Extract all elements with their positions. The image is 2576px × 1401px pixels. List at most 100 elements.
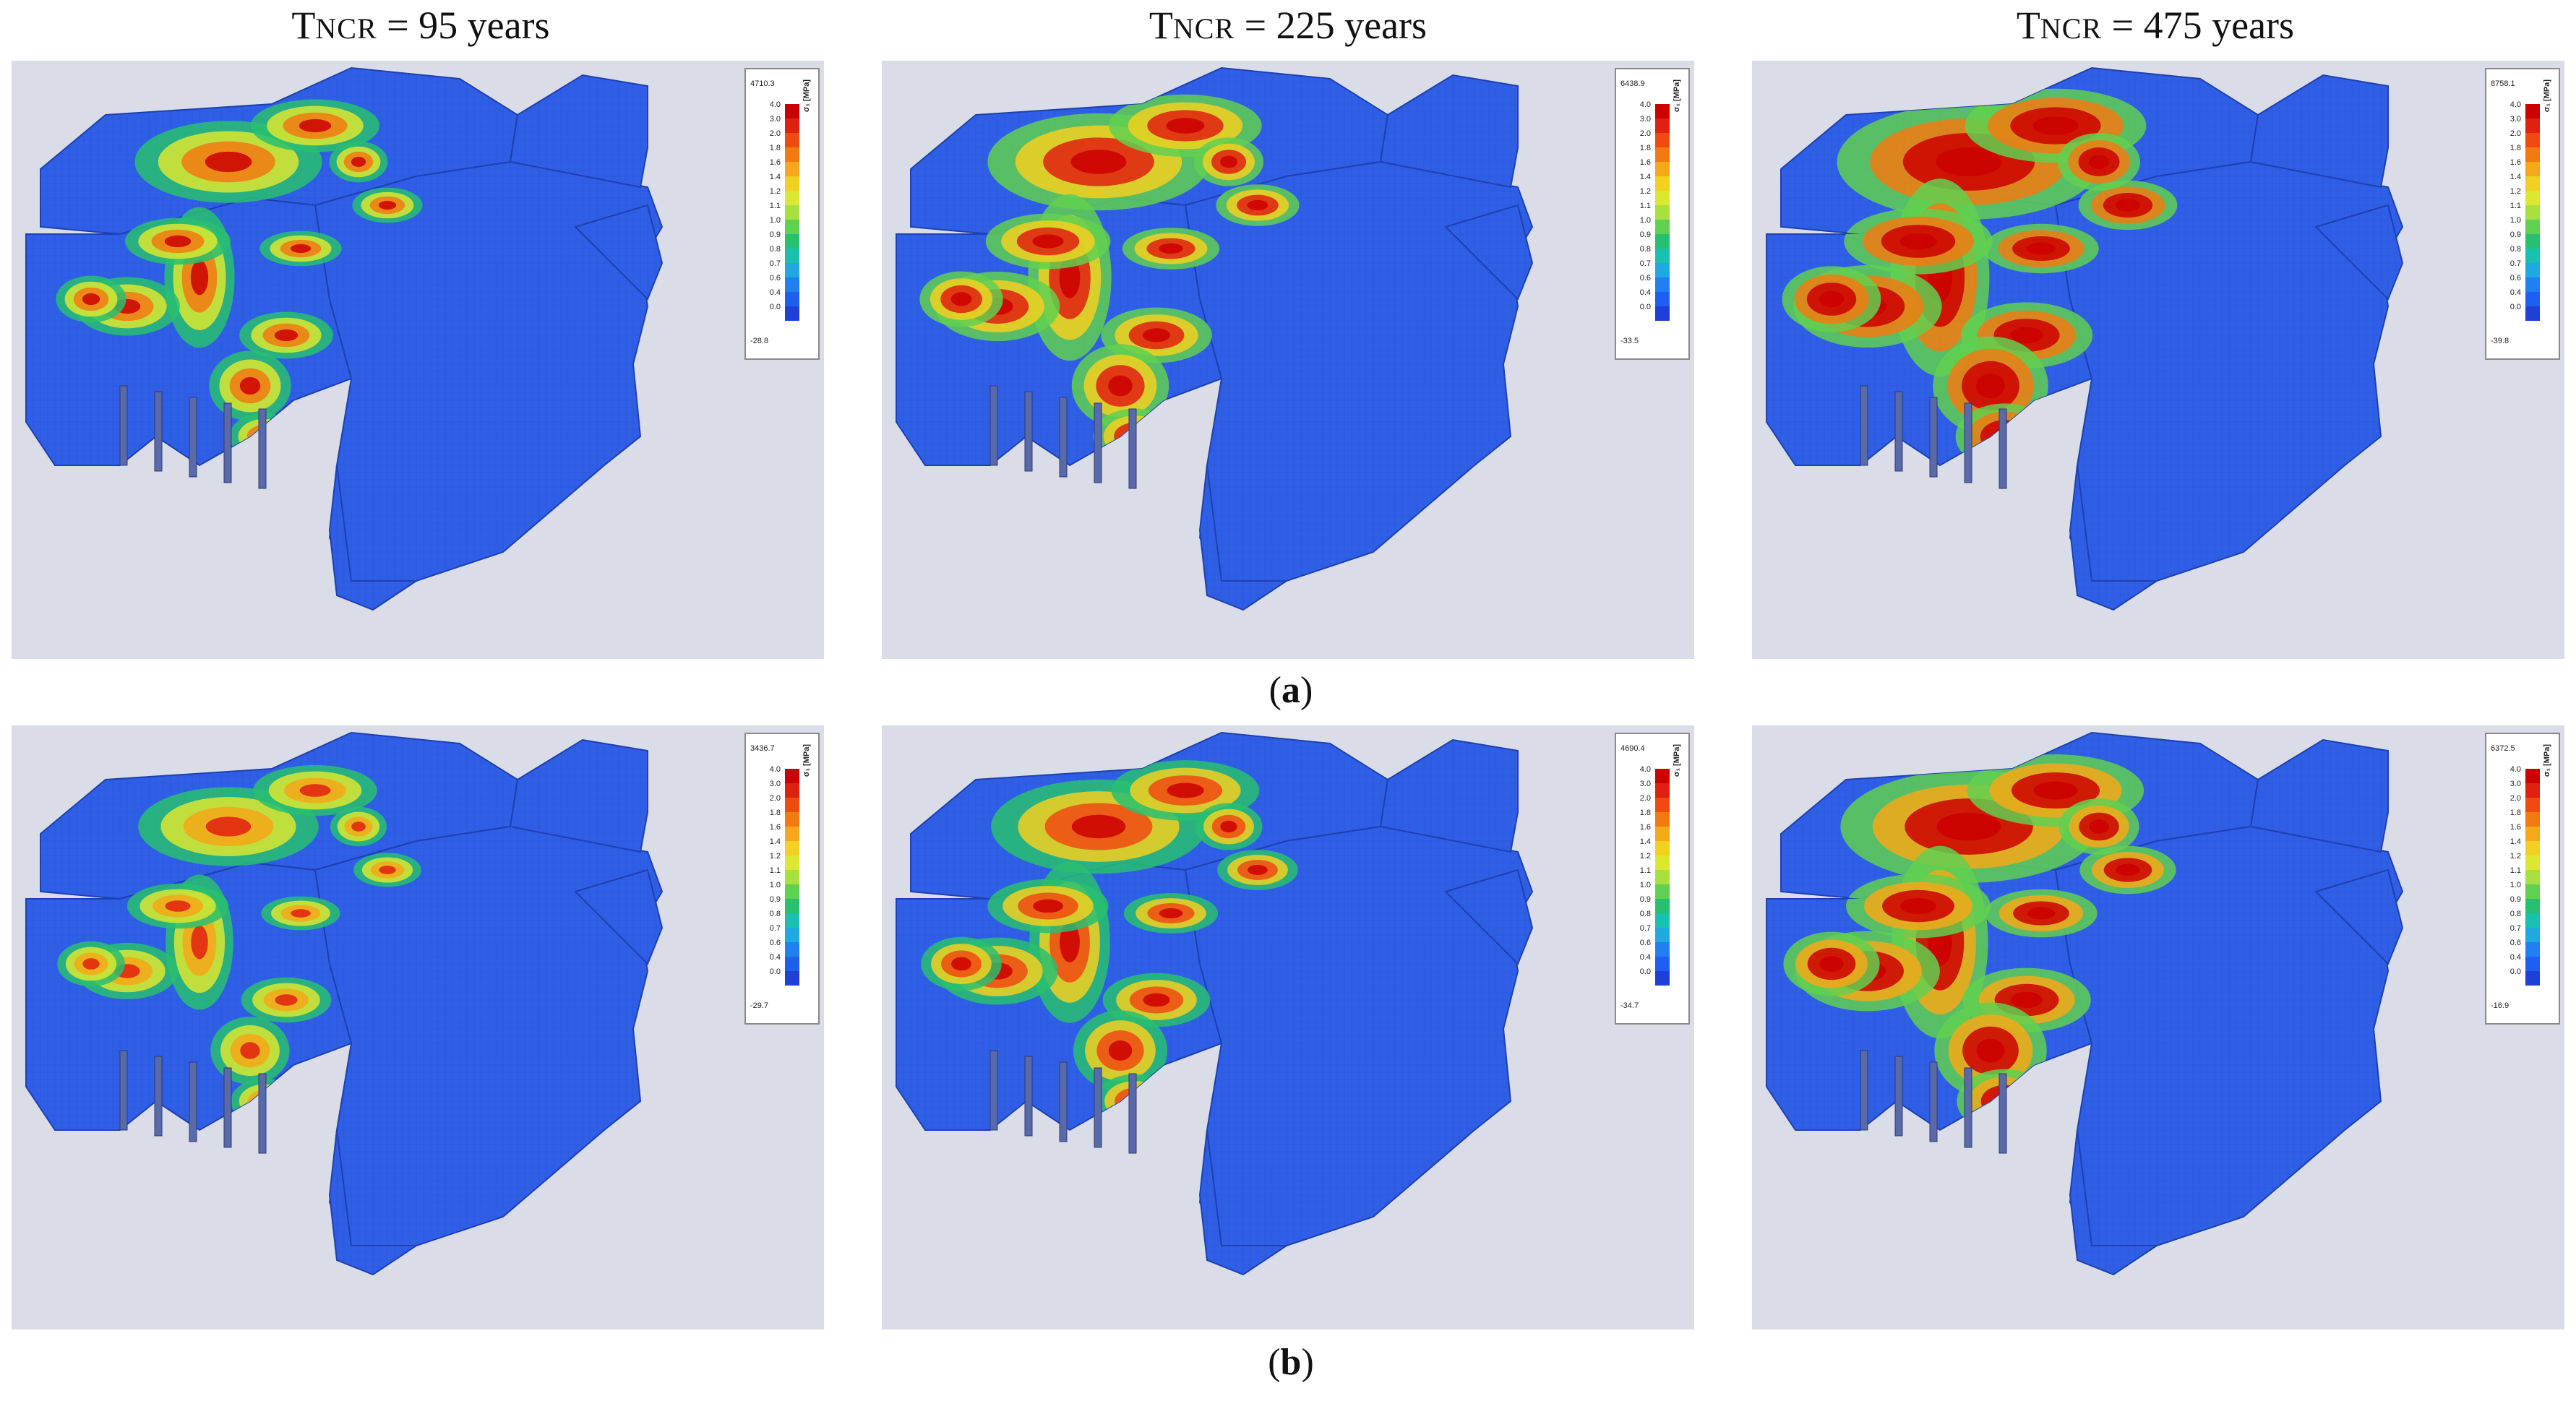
legend-tick: 0.8 xyxy=(2510,910,2521,918)
legend-tick: 1.6 xyxy=(769,158,781,167)
stress-contour xyxy=(290,243,312,254)
stress-legend: 4710.3 σ₁ [MPa] 4.0 3.0 2.0 1.8 1.6 1.4 1.2 1.1 1.… xyxy=(744,68,820,360)
legend-tick: 1.6 xyxy=(2510,823,2521,832)
legend-tick: 2.0 xyxy=(2510,129,2521,138)
color-scale xyxy=(2525,769,2540,986)
panel-a-225: 6438.9 σ₁ [MPa] 4.0 3.0 2.0 1.8 1.6 1.4 1.2 1.1 1.… xyxy=(882,61,1694,659)
legend-tick: 0.7 xyxy=(1639,924,1651,933)
legend-tick: 1.8 xyxy=(2510,144,2521,152)
stress-contour xyxy=(1108,1040,1133,1061)
legend-tick: 1.1 xyxy=(769,202,781,210)
stress-legend: 6438.9 σ₁ [MPa] 4.0 3.0 2.0 1.8 1.6 1.4 1.2 1.1 1.… xyxy=(1615,68,1690,360)
legend-tick: 0.7 xyxy=(2510,259,2521,268)
panel-a-475: 8758.1 σ₁ [MPa] 4.0 3.0 2.0 1.8 1.6 1.4 1.2 1.1 1.… xyxy=(1752,61,2564,659)
building-model xyxy=(896,66,1534,611)
legend-tick: 1.1 xyxy=(2510,202,2521,210)
legend-ticks: 4.0 3.0 2.0 1.8 1.6 1.4 1.2 1.1 1.0 0.9 0.8 0.7 0.6 0… xyxy=(1632,766,1651,983)
legend-tick: 0.7 xyxy=(2510,924,2521,933)
legend-ticks: 4.0 3.0 2.0 1.8 1.6 1.4 1.2 1.1 1.0 0.9 0.8 0.7 0.6 0… xyxy=(762,766,781,983)
stress-legend: 6372.5 σ₁ [MPa] 4.0 3.0 2.0 1.8 1.6 1.4 1.2 1.1 1.… xyxy=(2485,733,2560,1025)
stress-contour xyxy=(191,925,208,960)
legend-tick: 1.4 xyxy=(769,837,781,846)
legend-unit: σ₁ [MPa] xyxy=(802,79,811,113)
pier xyxy=(1964,1067,1972,1148)
stress-contour xyxy=(2115,199,2141,212)
legend-tick: 1.4 xyxy=(1639,173,1651,181)
legend-ticks: 4.0 3.0 2.0 1.8 1.6 1.4 1.2 1.1 1.0 0.9 0.8 0.7 0.6 0… xyxy=(2502,101,2521,318)
legend-tick: 0.0 xyxy=(769,303,781,311)
legend-tick: 0.9 xyxy=(1639,895,1651,904)
legend-tick: 0.8 xyxy=(769,245,781,254)
legend-tick: 0.8 xyxy=(769,910,781,918)
legend-tick: 1.2 xyxy=(1639,187,1651,196)
stress-contour xyxy=(2010,327,2043,344)
legend-tick: 1.2 xyxy=(1639,852,1651,861)
legend-max: 4690.4 xyxy=(1620,744,1645,753)
legend-tick: 0.6 xyxy=(2510,274,2521,283)
legend-tick: 1.0 xyxy=(1639,216,1651,225)
building-model xyxy=(1766,66,2404,611)
legend-tick: 0.0 xyxy=(1639,967,1651,976)
pier xyxy=(1894,391,1903,472)
column-title-475: TNCR = 475 years xyxy=(2016,4,2295,47)
legend-min: -34.7 xyxy=(1620,1001,1639,1010)
stress-contour xyxy=(378,200,397,210)
legend-tick: 0.9 xyxy=(769,230,781,239)
pier xyxy=(989,385,998,466)
color-scale xyxy=(785,769,799,986)
stress-contour xyxy=(1819,290,1845,308)
stress-contour xyxy=(1142,328,1171,342)
stress-contour xyxy=(2089,819,2109,834)
pier xyxy=(1860,385,1868,466)
pier xyxy=(1059,1061,1068,1142)
legend-tick: 0.4 xyxy=(769,288,781,297)
legend-tick: 0.8 xyxy=(2510,245,2521,254)
stress-contour xyxy=(275,994,298,1006)
stress-contour xyxy=(1143,993,1170,1007)
legend-tick: 1.8 xyxy=(769,144,781,152)
pier xyxy=(1024,1056,1033,1137)
pier xyxy=(1128,408,1137,489)
stress-legend: 3436.7 σ₁ [MPa] 4.0 3.0 2.0 1.8 1.6 1.4 1.2 1.1 1.… xyxy=(744,733,820,1025)
legend-unit: σ₁ [MPa] xyxy=(1673,744,1681,777)
stress-contour xyxy=(1032,234,1064,249)
legend-tick: 1.8 xyxy=(769,809,781,817)
pier xyxy=(119,1050,128,1131)
legend-max: 8758.1 xyxy=(2491,79,2515,88)
pier xyxy=(1094,1067,1102,1148)
legend-tick: 3.0 xyxy=(769,115,781,124)
building-model xyxy=(25,66,664,611)
stress-contour xyxy=(2027,242,2056,255)
row-label-a: (a) xyxy=(1268,670,1313,711)
building-model xyxy=(25,731,664,1276)
stress-contour xyxy=(1936,147,2002,176)
color-scale xyxy=(1655,104,1670,321)
stress-contour xyxy=(1167,783,1204,798)
legend-tick: 1.6 xyxy=(2510,158,2521,167)
legend-ticks: 4.0 3.0 2.0 1.8 1.6 1.4 1.2 1.1 1.0 0.9 0.8 0.7 0.6 0… xyxy=(1632,101,1651,318)
stress-contour xyxy=(1220,820,1237,833)
legend-tick: 0.6 xyxy=(769,274,781,283)
pier xyxy=(1964,402,1972,483)
stress-contour xyxy=(1220,155,1237,168)
legend-tick: 0.8 xyxy=(1639,910,1651,918)
legend-tick: 1.6 xyxy=(1639,158,1651,167)
pier xyxy=(119,385,128,466)
legend-tick: 1.4 xyxy=(1639,837,1651,846)
legend-ticks: 4.0 3.0 2.0 1.8 1.6 1.4 1.2 1.1 1.0 0.9 0.8 0.7 0.6 0… xyxy=(762,101,781,318)
legend-unit: σ₁ [MPa] xyxy=(2543,744,2551,777)
panel-b-225: 4690.4 σ₁ [MPa] 4.0 3.0 2.0 1.8 1.6 1.4 1.2 1.1 1.… xyxy=(882,725,1694,1329)
stress-contour xyxy=(1248,865,1268,875)
legend-tick: 0.7 xyxy=(1639,259,1651,268)
legend-tick: 2.0 xyxy=(1639,794,1651,803)
legend-tick: 0.4 xyxy=(1639,953,1651,962)
stress-contour xyxy=(1033,899,1063,913)
pier xyxy=(1860,1050,1868,1131)
legend-tick: 1.0 xyxy=(2510,881,2521,889)
stress-legend: 4690.4 σ₁ [MPa] 4.0 3.0 2.0 1.8 1.6 1.4 1.2 1.1 1.… xyxy=(1615,733,1690,1025)
stress-contour xyxy=(82,293,100,306)
stress-contour xyxy=(239,376,261,395)
stress-contour xyxy=(951,957,971,971)
pier xyxy=(1929,1061,1938,1142)
legend-tick: 0.4 xyxy=(2510,953,2521,962)
